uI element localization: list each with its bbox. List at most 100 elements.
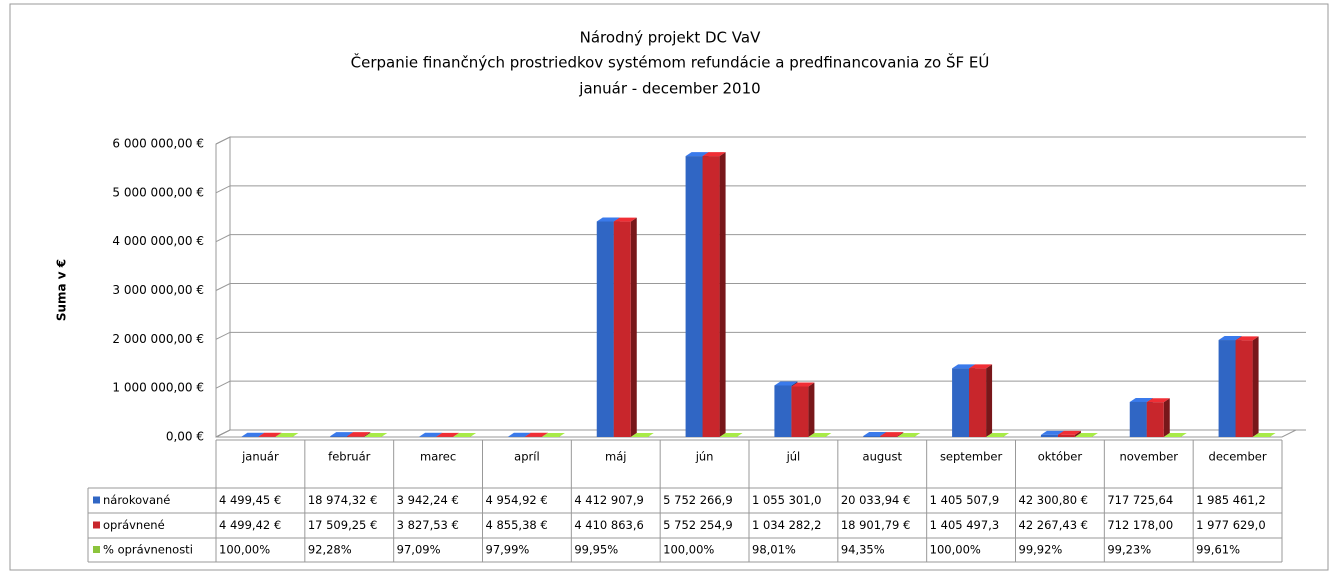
y-tick-label: 2 000 000,00 € (112, 332, 204, 346)
bar-side (275, 432, 282, 437)
bar-top (524, 432, 548, 437)
grid-line (215, 283, 1306, 291)
table-cell: 3 827,53 € (397, 518, 459, 532)
table-cell: 92,28% (308, 543, 352, 557)
bar-top (275, 432, 299, 437)
bar-top (1163, 432, 1187, 437)
bar-top (507, 432, 531, 437)
table-cell: 100,00% (219, 543, 270, 557)
bar-top (613, 217, 637, 222)
bar-top (241, 432, 265, 437)
bar (1146, 402, 1164, 437)
table-cell: 99,23% (1107, 543, 1151, 557)
bar-top (774, 381, 798, 386)
x-tick-label: marec (420, 450, 456, 464)
bar-side (292, 432, 299, 437)
bar-top (596, 217, 620, 222)
bar-side (1091, 432, 1098, 437)
bar-side (630, 217, 637, 437)
bar-side (1163, 398, 1170, 437)
bar-top (364, 432, 388, 437)
bar-top (952, 364, 976, 369)
x-tick-label: august (863, 450, 903, 464)
bar (685, 156, 703, 437)
table-cell: 98,01% (752, 543, 796, 557)
bar-top (436, 432, 460, 437)
bar (880, 436, 898, 437)
table-cell: 1 405 507,9 (930, 493, 1000, 507)
y-tick-label: 6 000 000,00 € (112, 137, 204, 151)
table-cell: 1 977 629,0 (1196, 518, 1266, 532)
y-tick-label: 3 000 000,00 € (112, 283, 204, 297)
bar-side (736, 432, 743, 437)
bar-top (1235, 336, 1259, 341)
grid-line (215, 429, 1306, 438)
bar-side (541, 432, 548, 437)
x-tick-label: apríl (514, 450, 539, 464)
table-cell: 4 499,42 € (219, 518, 281, 532)
bar (596, 221, 614, 437)
grid-line (215, 136, 1306, 145)
bar (330, 436, 348, 437)
legend-label: nárokované (103, 493, 170, 507)
bar-side (914, 432, 921, 437)
bar-top (719, 432, 743, 437)
table-cell: 97,99% (486, 543, 530, 557)
bar-top (685, 152, 709, 157)
bar-side (986, 364, 993, 437)
bar-top (880, 432, 904, 437)
table-cell: 97,09% (397, 543, 441, 557)
table-cell: 3 942,24 € (397, 493, 459, 507)
table-cell: 17 509,25 € (308, 518, 378, 532)
bar (969, 368, 987, 437)
legend-key (93, 496, 100, 504)
table-cell: 5 752 266,9 (663, 493, 733, 507)
bar-side (470, 432, 477, 437)
bar (1057, 434, 1075, 437)
bar (791, 386, 809, 437)
bar (702, 156, 720, 438)
table-cell: 99,95% (574, 543, 618, 557)
table-cell: 100,00% (663, 543, 714, 557)
bar-top (1074, 432, 1098, 437)
table-cell: 99,92% (1019, 543, 1063, 557)
bar-side (719, 152, 726, 438)
bar (1218, 340, 1236, 437)
bar-top (330, 432, 354, 437)
table-cell: 5 752 254,9 (663, 518, 733, 532)
x-tick-label: február (328, 450, 370, 464)
bar-top (1252, 432, 1276, 437)
table-cell: 99,61% (1196, 543, 1240, 557)
bar-top (969, 364, 993, 369)
x-tick-label: september (940, 450, 1003, 464)
bar-top (1057, 430, 1081, 435)
bar-side (1252, 336, 1259, 437)
bar-side (647, 432, 654, 437)
table-cell: 4 410 863,6 (574, 518, 644, 532)
table-cell: 94,35% (841, 543, 885, 557)
table-cell: 4 954,92 € (486, 493, 548, 507)
bar-side (364, 432, 371, 437)
table-cell: 18 901,79 € (841, 518, 911, 532)
x-tick-label: december (1209, 450, 1267, 464)
bar-top (347, 432, 371, 437)
table-cell: 1 055 301,0 (752, 493, 822, 507)
table-cell: 20 033,94 € (841, 493, 911, 507)
x-tick-label: máj (605, 450, 626, 464)
table-cell: 4 412 907,9 (574, 493, 644, 507)
bar-top (1129, 397, 1153, 402)
grid-line (215, 234, 1306, 243)
bar-top (630, 432, 654, 437)
y-tick-label: 1 000 000,00 € (112, 381, 204, 395)
bar-top (541, 432, 565, 437)
x-tick-label: január (241, 450, 279, 464)
table-cell: 712 178,00 (1107, 518, 1173, 532)
table-cell: 1 034 282,2 (752, 518, 822, 532)
bar-top (1040, 430, 1064, 435)
bar (1129, 401, 1147, 437)
grid-line (215, 331, 1306, 340)
table-cell: 42 300,80 € (1019, 493, 1089, 507)
table-cell: 100,00% (930, 543, 981, 557)
bar-side (825, 432, 832, 437)
